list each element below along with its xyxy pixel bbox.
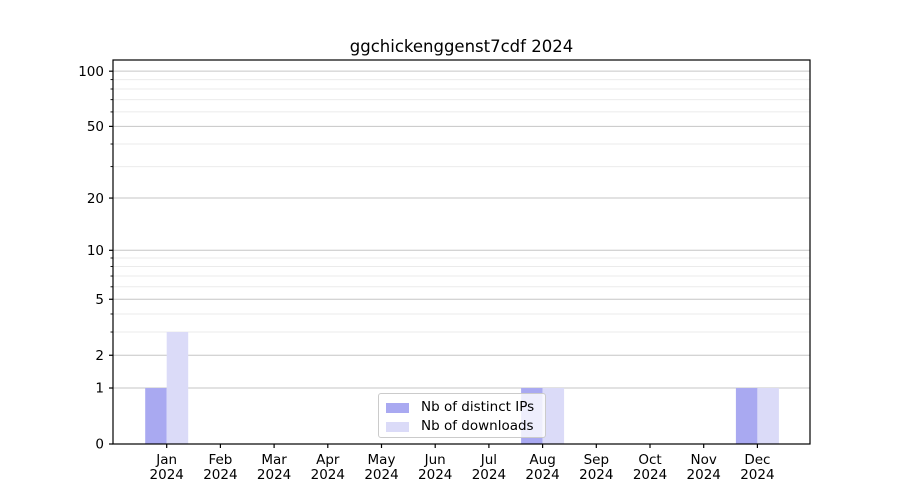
x-tick-label: Jun 2024 (418, 452, 452, 483)
x-tick-label: Jan 2024 (150, 452, 184, 483)
x-tick-label: Mar 2024 (257, 452, 291, 483)
y-tick-label: 5 (95, 292, 104, 308)
x-tick-label: Sep 2024 (579, 452, 613, 483)
y-tick-label: 50 (87, 119, 104, 135)
legend-swatch-downloads (386, 421, 409, 432)
y-tick-label: 0 (95, 437, 104, 453)
x-tick-label: Aug 2024 (525, 452, 559, 483)
bar-distinct-ips (145, 388, 167, 444)
x-tick-label: Nov 2024 (687, 452, 721, 483)
y-tick-label: 2 (95, 348, 104, 364)
x-tick-label: Feb 2024 (203, 452, 237, 483)
bar-downloads (542, 388, 565, 444)
y-tick-label: 20 (87, 191, 104, 207)
x-tick-label: May 2024 (364, 452, 398, 483)
legend-item-downloads: Nb of downloads (379, 417, 545, 436)
bar-distinct-ips (735, 388, 758, 444)
plot-border (112, 59, 811, 445)
y-tick-label: 100 (78, 64, 104, 80)
bar-downloads (166, 332, 189, 444)
legend: Nb of distinct IPs Nb of downloads (378, 393, 546, 438)
bar-downloads (757, 388, 779, 444)
y-tick-label: 10 (87, 243, 104, 259)
legend-label-downloads: Nb of downloads (421, 418, 534, 434)
x-tick-label: Dec 2024 (740, 452, 774, 483)
legend-item-distinct-ips: Nb of distinct IPs (379, 398, 545, 417)
legend-swatch-distinct-ips (386, 402, 409, 413)
chart-title: ggchickenggenst7cdf 2024 (350, 37, 573, 56)
y-tick-label: 1 (95, 381, 104, 397)
x-tick-label: Jul 2024 (472, 452, 506, 483)
x-tick-label: Apr 2024 (311, 452, 345, 483)
legend-label-distinct-ips: Nb of distinct IPs (421, 399, 535, 415)
x-tick-label: Oct 2024 (633, 452, 667, 483)
